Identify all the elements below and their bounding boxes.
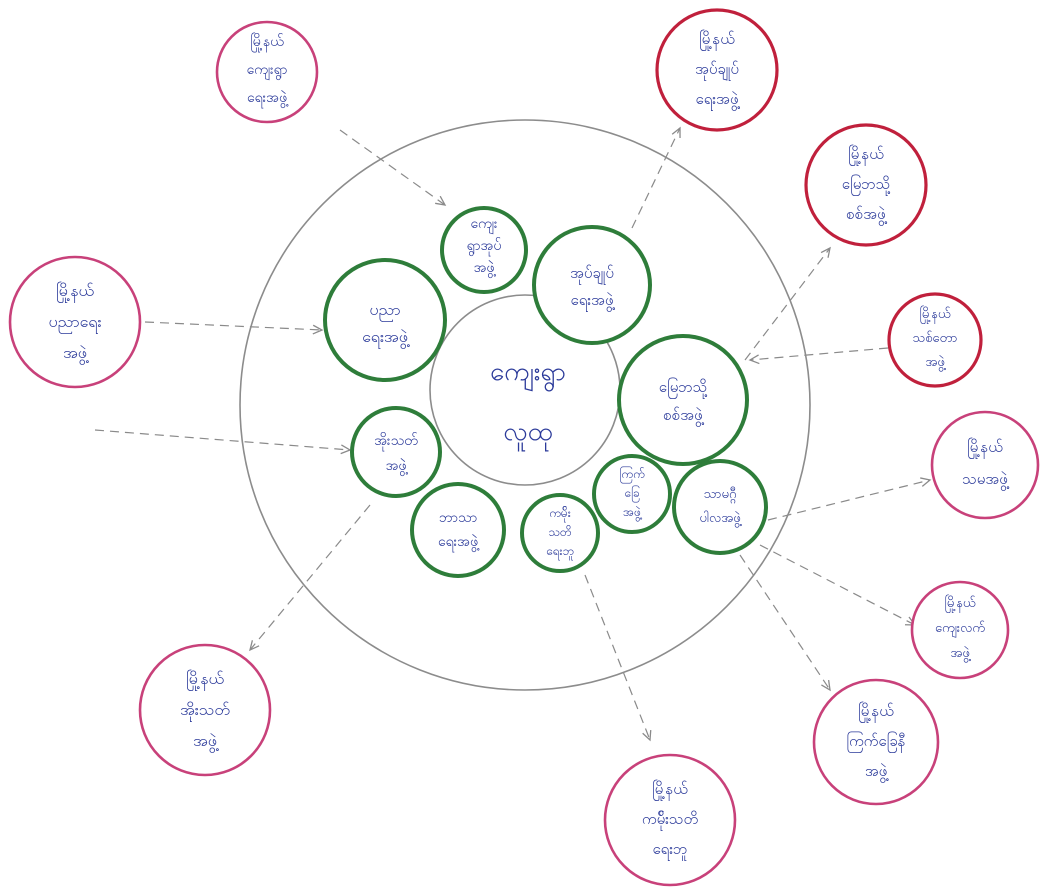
outer-t-youth-line-3: အဖွဲ့ (63, 343, 89, 365)
outer-t-women-line-1: မြို့နယ် (186, 669, 225, 691)
arrowhead-social-to-t-water (821, 680, 831, 692)
arrowhead-women-to-t-women (249, 640, 260, 652)
inner-farmer-line-3: ရေးဘူ (546, 544, 574, 561)
inner-node-farmer: ကမ်ိုး သတိ ရေးဘူ (520, 493, 600, 573)
inner-women-line-1: အိုးသတ် (374, 433, 418, 451)
outer-t-farmer-line-1: မြို့နယ် (652, 779, 688, 801)
outer-node-t-social: မြို့နယ် သမအဖွဲ့ (930, 410, 1040, 520)
outer-t-elder-line-1: မြို့နယ် (250, 33, 284, 52)
arrowhead-health-to-t-health (671, 126, 681, 139)
inner-women-line-2: အဖွဲ့ (386, 458, 409, 476)
inner-node-finance: မြေဘသို့ စစ်အဖွဲ့ (617, 334, 749, 466)
arrowhead-t-labour-to-finance (748, 354, 760, 365)
outer-groups: မြို့နယ် ကျေးရွာ ရေးအဖွဲ့ မြို့နယ် အုပ်ခ… (8, 8, 1040, 887)
inner-youth-line-2: ရေးအဖွဲ့ (362, 327, 410, 349)
outer-t-elder-line-3: ရေးအဖွဲ့ (247, 90, 289, 108)
link-farmer-to-t-farmer (584, 574, 651, 741)
inner-elder-line-3: အဖွဲ့ (474, 260, 497, 278)
inner-religion-line-1: ဘာသာ (439, 510, 478, 526)
link-t-youth-to-youth (144, 321, 323, 331)
outer-t-agri-line-3: အဖွဲ့ (950, 646, 971, 663)
center-node: ကျေးရွာ လူထု (490, 357, 566, 452)
outer-boundary-ring (239, 119, 811, 691)
outer-t-water-line-3: အဖွဲ့ (865, 762, 890, 783)
inner-node-religion: ဘာသာ ရေးအဖွဲ့ (410, 482, 506, 578)
inner-elder-line-1: ကျေး (470, 216, 498, 234)
arrowhead-left-to-women (340, 444, 352, 455)
outer-node-t-labour: မြို့နယ် သစ်တော အဖွဲ့ (887, 292, 983, 388)
link-women-to-t-women (249, 504, 371, 651)
inner-social-line-1: သာမဂ္ဂီ (704, 486, 737, 504)
outer-t-water-line-1: မြို့နယ် (858, 701, 894, 723)
inner-groups: ကျေး ရွာအုပ် အဖွဲ့ အုပ်ချုပ် ရေးအဖွဲ့ ပည… (323, 206, 768, 578)
outer-t-youth-line-2: ပညာရေး (48, 312, 101, 334)
inner-node-water: ကြက် ခြေ အဖွဲ့ (592, 454, 672, 534)
outer-node-t-health: မြို့နယ် အုပ်ချုပ် ရေးအဖွဲ့ (655, 8, 779, 132)
inner-elder-line-2: ရွာအုပ် (467, 238, 502, 256)
outer-node-t-agri: မြို့နယ် ကျေးလက် အဖွဲ့ (910, 580, 1010, 680)
inner-health-line-2: ရေးအဖွဲ့ (571, 291, 616, 312)
link-left-to-women (94, 429, 351, 451)
link-social-to-t-water (739, 554, 831, 691)
inner-health-line-1: အုပ်ချုပ် (570, 264, 614, 285)
inner-farmer-line-2: သတိ (548, 524, 571, 539)
inner-node-health: အုပ်ချုပ် ရေးအဖွဲ့ (532, 225, 652, 345)
outer-t-elder-line-2: ကျေးရွာ (247, 62, 288, 80)
outer-node-t-youth: မြို့နယ် ပညာရေး အဖွဲ့ (8, 255, 142, 389)
inner-water-line-3: အဖွဲ့ (623, 504, 642, 522)
outer-t-farmer-line-3: ရေးဘူ (652, 840, 687, 861)
outer-node-t-elder: မြို့နယ် ကျေးရွာ ရေးအဖွဲ့ (215, 20, 319, 124)
link-health-to-t-health (631, 127, 681, 229)
inner-finance-line-1: မြေဘသို့ (659, 377, 708, 399)
arrowhead-t-elder-to-elder (435, 195, 447, 206)
outer-node-t-women: မြို့နယ် အိုးသတ် အဖွဲ့ (138, 643, 272, 777)
outer-t-water-line-2: ကြက်ခြေနီ (846, 731, 905, 753)
inner-youth-line-1: ပညာ (369, 300, 400, 322)
outer-t-health-line-1: မြို့နယ် (699, 29, 735, 51)
outer-t-health-line-2: အုပ်ချုပ် (695, 60, 739, 81)
outer-t-labour-line-2: သစ်တော (913, 330, 958, 346)
inner-node-social: သာမဂ္ဂီ ပါလအဖွဲ့ (672, 459, 768, 555)
inner-farmer-line-1: ကမ်ိုး (549, 505, 571, 523)
arrowhead-social-to-t-social (920, 477, 932, 487)
link-t-elder-to-elder (339, 129, 446, 206)
outer-t-agri-line-2: ကျေးလက် (935, 620, 985, 638)
outer-t-women-line-2: အိုးသတ် (180, 700, 230, 722)
inner-social-line-2: ပါလအဖွဲ့ (699, 510, 742, 528)
inner-node-women: အိုးသတ် အဖွဲ့ (350, 406, 442, 498)
arrowhead-t-youth-to-youth (312, 324, 324, 335)
outer-t-agri-line-1: မြို့နယ် (945, 594, 976, 613)
outer-t-youth-line-1: မြို့နယ် (56, 281, 95, 303)
outer-node-t-finance: မြို့နယ် မြေဘသို့ စစ်အဖွဲ့ (804, 123, 928, 247)
link-layer (94, 126, 932, 742)
inner-node-elder: ကျေး ရွာအုပ် အဖွဲ့ (440, 206, 528, 294)
outer-t-labour-line-1: မြို့နယ် (920, 305, 951, 324)
outer-t-women-line-3: အဖွဲ့ (193, 731, 219, 753)
inner-water-line-2: ခြေ (624, 484, 640, 503)
outer-t-finance-line-3: စစ်အဖွဲ့ (846, 205, 888, 226)
outer-t-finance-line-2: မြေဘသို့ (842, 174, 891, 196)
outer-t-health-line-3: ရေးအဖွဲ့ (696, 90, 741, 111)
outer-t-labour-line-3: အဖွဲ့ (925, 355, 946, 372)
outer-t-farmer-line-2: ကမ်ိုးသတိ (642, 810, 698, 831)
outer-t-finance-line-1: မြို့နယ် (848, 144, 884, 166)
inner-finance-line-2: စစ်အဖွဲ့ (663, 406, 705, 427)
center-line-2: လူထု (503, 417, 553, 452)
center-line-1: ကျေးရွာ (490, 357, 566, 392)
inner-node-youth: ပညာ ရေးအဖွဲ့ (323, 258, 447, 382)
link-finance-to-t-finance (744, 247, 831, 361)
outer-node-t-farmer: မြို့နယ် ကမ်ိုးသတိ ရေးဘူ (603, 753, 737, 887)
inner-religion-line-2: ရေးအဖွဲ့ (438, 534, 480, 552)
arrowhead-finance-to-t-finance (820, 246, 831, 258)
link-t-labour-to-finance (749, 347, 889, 361)
link-social-to-t-social (767, 479, 931, 521)
link-social-to-t-agri (759, 544, 916, 626)
outer-t-social-line-2: သမအဖွဲ့ (962, 470, 1010, 491)
outer-node-t-water: မြို့နယ် ကြက်ခြေနီ အဖွဲ့ (812, 678, 940, 806)
inner-water-line-1: ကြက် (619, 465, 645, 484)
arrowhead-farmer-to-t-farmer (642, 729, 652, 742)
outer-t-social-line-1: မြို့နယ် (967, 437, 1003, 459)
